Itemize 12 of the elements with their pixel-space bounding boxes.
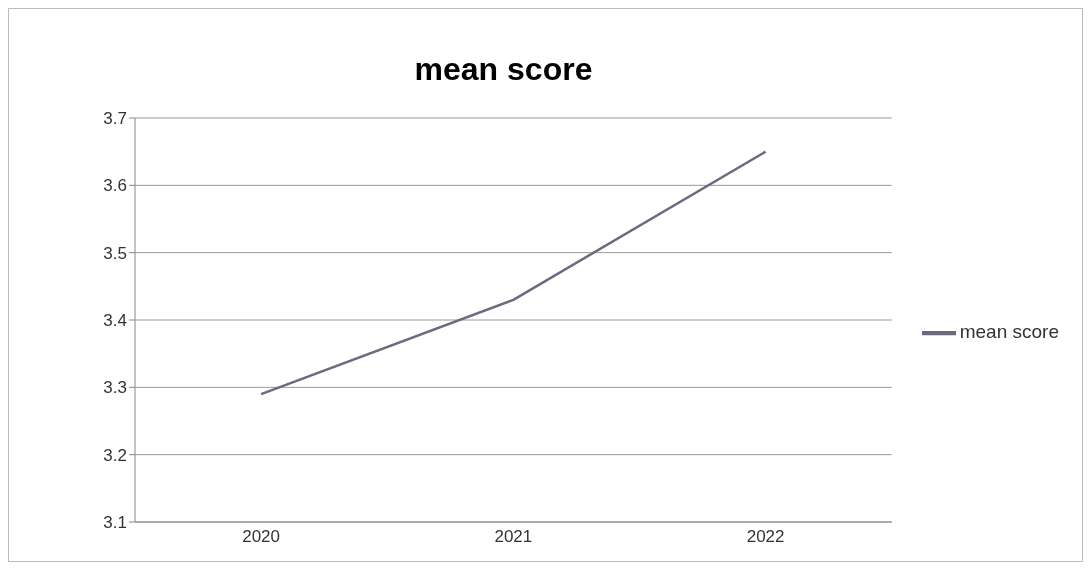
y-tick-label: 3.4 — [103, 311, 127, 331]
x-tick-label: 2022 — [746, 527, 785, 547]
chart-title: mean score — [413, 51, 594, 88]
x-tick-label: 2021 — [494, 527, 533, 547]
y-tick-label: 3.3 — [103, 378, 127, 398]
y-tick-label: 3.6 — [103, 176, 127, 196]
legend-label: mean score — [959, 321, 1059, 343]
y-tick-label: 3.2 — [103, 445, 127, 465]
y-tick-label: 3.1 — [103, 513, 127, 533]
x-tick-label: 2020 — [242, 527, 281, 547]
y-tick-label: 3.7 — [103, 109, 127, 129]
y-tick-label: 3.5 — [103, 243, 127, 263]
